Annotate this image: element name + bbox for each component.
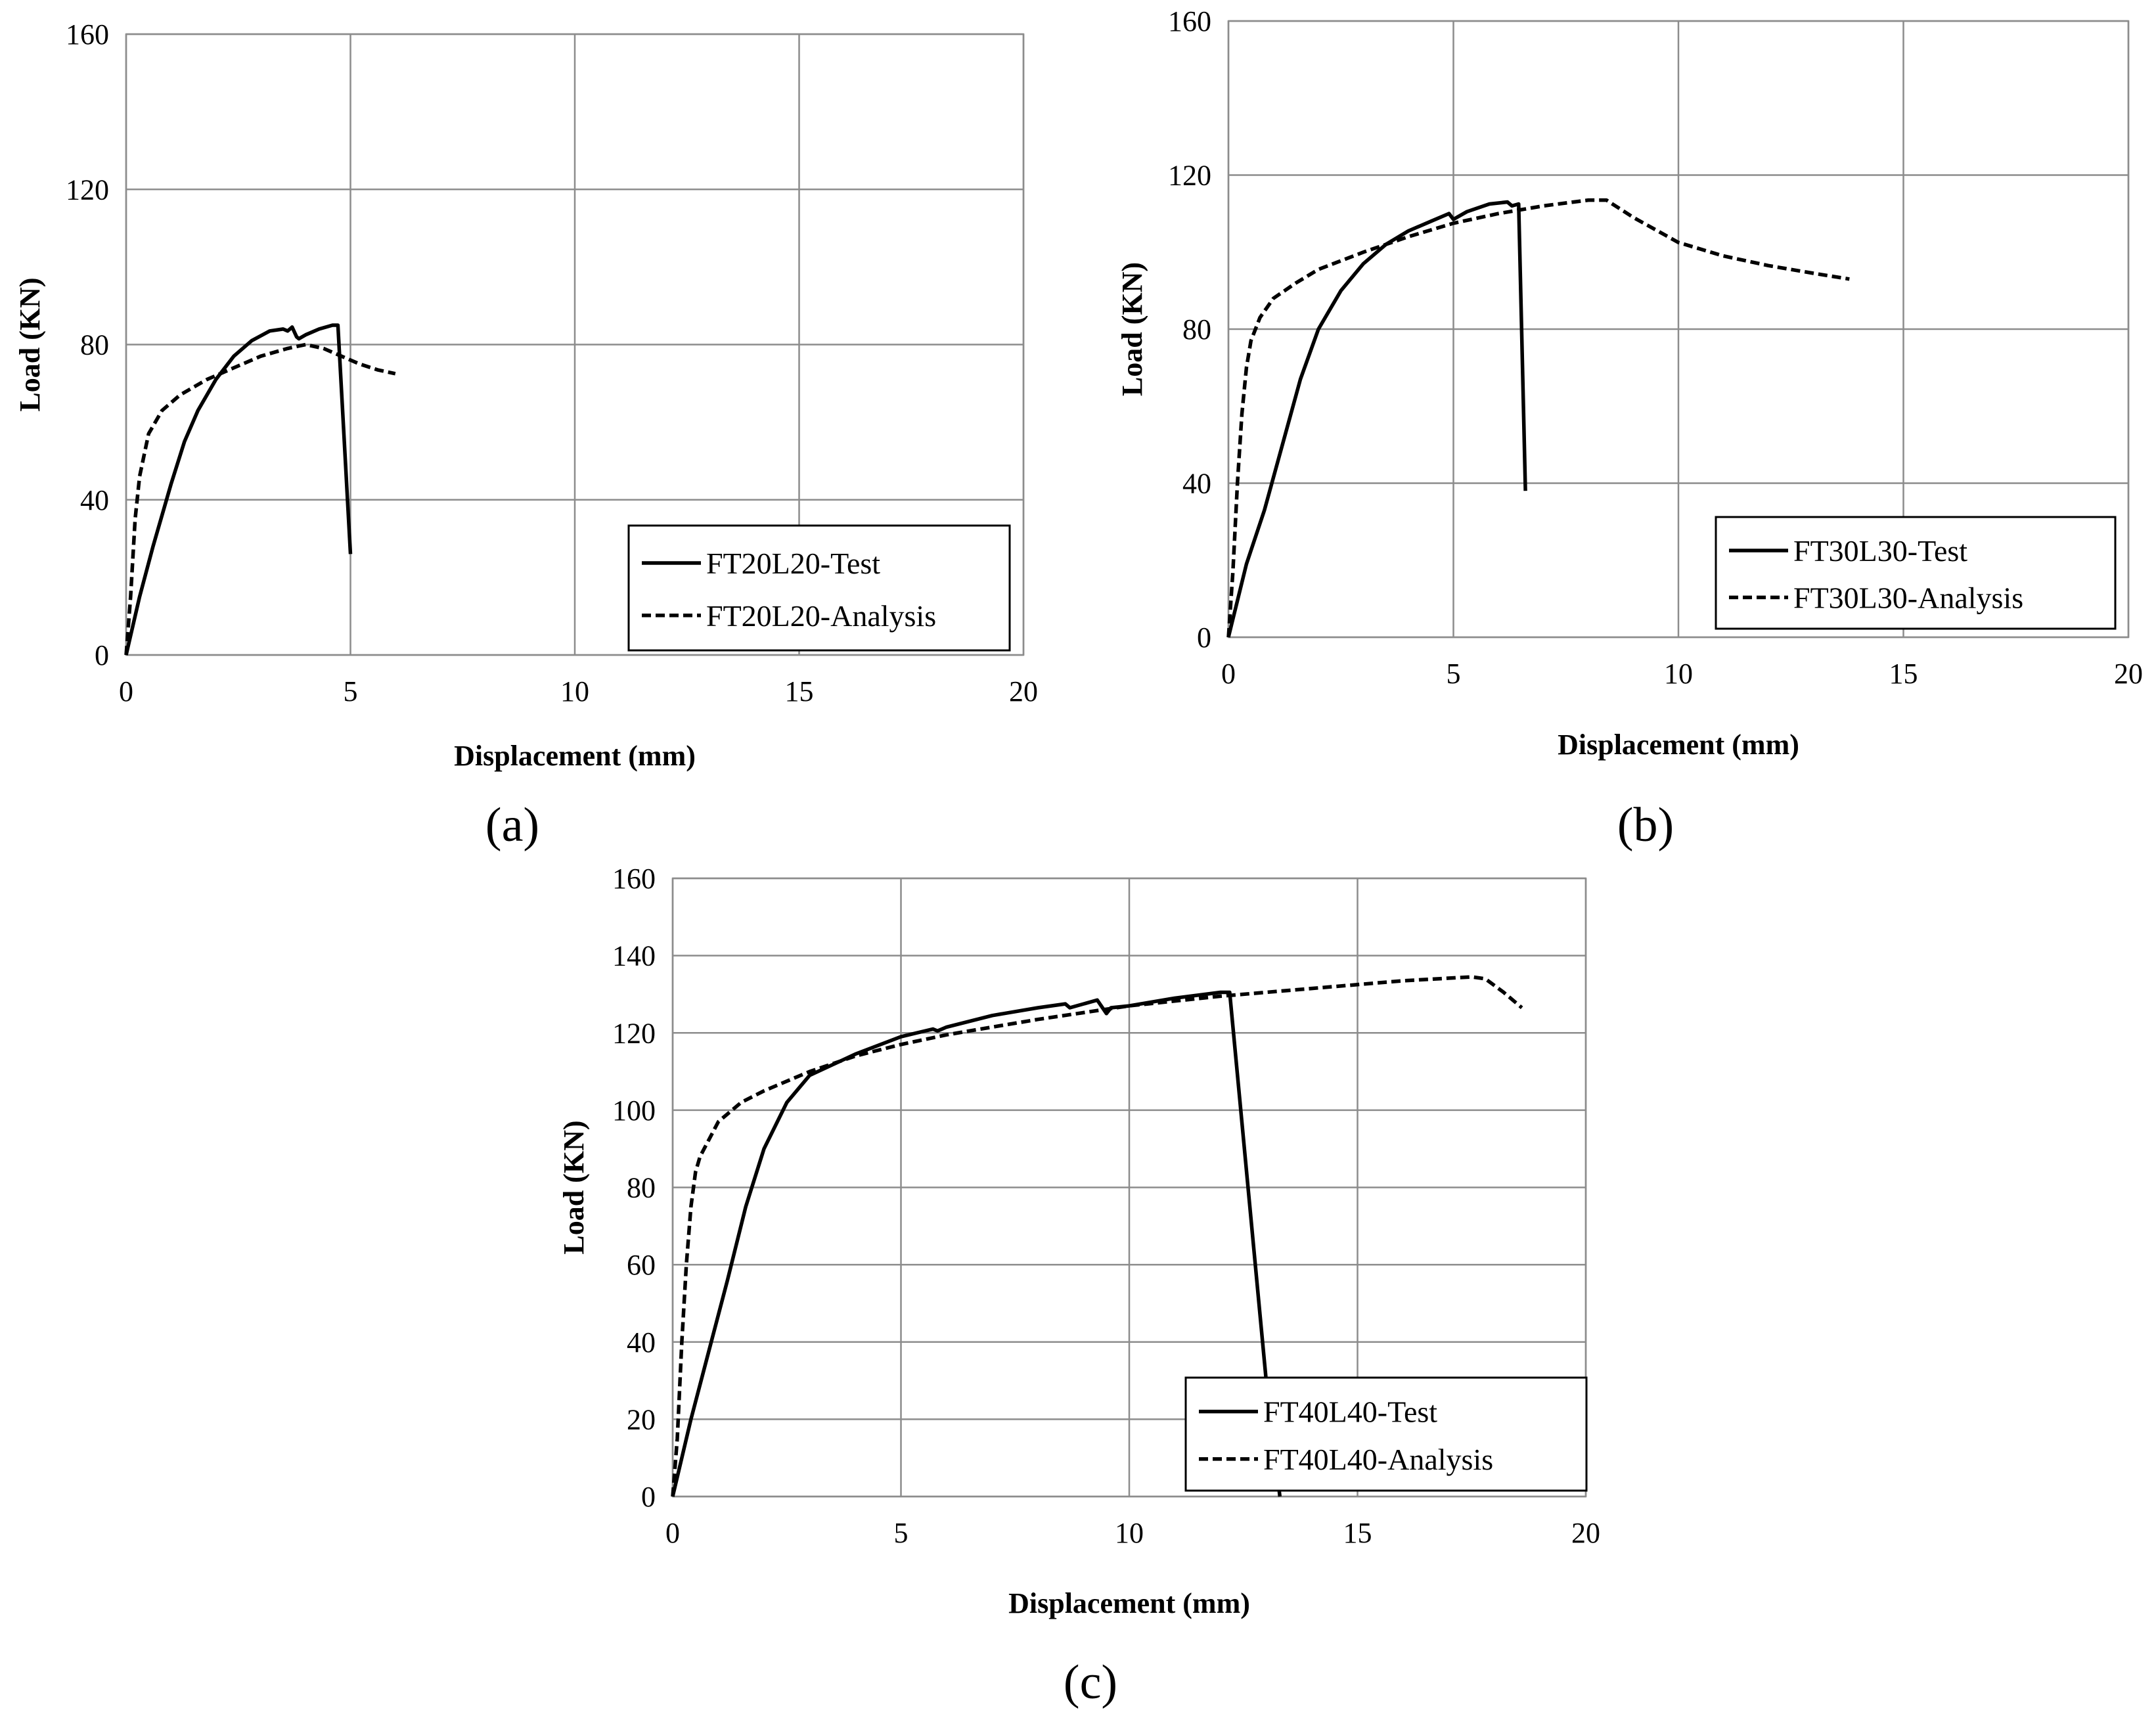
y-tick-label: 0 <box>641 1481 656 1513</box>
y-tick-label: 120 <box>66 173 109 206</box>
y-tick-label: 120 <box>612 1017 656 1049</box>
x-tick-label: 15 <box>1343 1517 1372 1549</box>
y-axis-title: Load (KN) <box>1116 262 1148 396</box>
x-tick-label: 5 <box>344 675 358 708</box>
y-tick-label: 160 <box>612 863 656 895</box>
legend-box <box>1184 1376 1588 1492</box>
x-tick-label: 20 <box>1571 1517 1600 1549</box>
panel-label: (c) <box>1064 1656 1117 1709</box>
legend-label: FT40L40-Test <box>1263 1395 1437 1429</box>
plot-area-frame <box>1227 20 2130 639</box>
legend-label: FT20L20-Analysis <box>706 599 936 633</box>
plot-area-frame <box>125 33 1025 656</box>
x-tick-label: 0 <box>665 1517 680 1549</box>
x-axis-title: Displacement (mm) <box>454 740 696 772</box>
legend-label: FT20L20-Test <box>706 547 880 580</box>
plot-area-frame <box>671 877 1587 1498</box>
legend: FT40L40-Test FT40L40-Analysis <box>1184 1376 1588 1492</box>
y-tick-label: 100 <box>612 1094 656 1127</box>
x-tick-label: 5 <box>894 1517 909 1549</box>
y-tick-label: 60 <box>627 1249 656 1281</box>
y-axis-title: Load (KN) <box>558 1120 590 1254</box>
y-tick-label: 80 <box>80 329 109 361</box>
x-tick-label: 5 <box>1447 658 1461 690</box>
chart-panel-c: 0 20 40 60 80 100 120 140 160 0 5 10 15 20 FT40L40-Tes… <box>558 863 1600 1709</box>
y-tick-label: 80 <box>1182 313 1211 346</box>
y-tick-label: 140 <box>612 940 656 972</box>
x-tick-label: 0 <box>119 675 133 708</box>
y-axis-title: Load (KN) <box>14 277 46 411</box>
legend-box <box>1715 516 2117 630</box>
y-tick-label: 0 <box>1197 621 1211 654</box>
legend: FT30L30-Test FT30L30-Analysis <box>1715 516 2117 630</box>
legend-box <box>627 524 1011 652</box>
y-tick-label: 40 <box>1182 468 1211 500</box>
x-tick-label: 10 <box>1115 1517 1144 1549</box>
legend-label: FT30L30-Analysis <box>1793 581 2023 614</box>
y-tick-label: 80 <box>627 1172 656 1204</box>
legend-label: FT40L40-Analysis <box>1263 1443 1493 1476</box>
series-line-test <box>1226 200 1527 638</box>
y-tick-label: 40 <box>627 1326 656 1359</box>
series-line-analysis <box>1226 198 1850 638</box>
y-tick-label: 120 <box>1168 160 1211 192</box>
y-tick-label: 160 <box>1168 5 1211 37</box>
panel-label: (a) <box>485 798 539 852</box>
y-tick-label: 20 <box>627 1403 656 1435</box>
y-tick-label: 0 <box>95 639 109 671</box>
x-tick-label: 0 <box>1221 658 1236 690</box>
legend: FT20L20-Test FT20L20-Analysis <box>627 524 1011 652</box>
chart-panel-a: 0 40 80 120 160 0 5 10 15 20 FT20L20-Test FT20L20-A… <box>14 18 1038 852</box>
legend-label: FT30L30-Test <box>1793 534 1967 568</box>
series-line-analysis <box>124 342 396 656</box>
y-tick-label: 160 <box>66 18 109 51</box>
panel-label: (b) <box>1617 798 1674 852</box>
x-axis-title: Displacement (mm) <box>1558 729 1799 761</box>
x-tick-label: 10 <box>1664 658 1693 690</box>
x-tick-label: 10 <box>560 675 589 708</box>
x-axis-title: Displacement (mm) <box>1008 1587 1250 1619</box>
series-line-analysis <box>671 975 1523 1497</box>
x-tick-label: 15 <box>1889 658 1918 690</box>
series-line-test <box>124 323 353 656</box>
chart-panel-b: 0 40 80 120 160 0 5 10 15 20 FT30L30-Test FT30L30-A… <box>1116 5 2143 852</box>
series-line-test <box>671 990 1282 1497</box>
x-tick-label: 20 <box>1009 675 1038 708</box>
y-tick-label: 40 <box>80 484 109 516</box>
x-tick-label: 15 <box>785 675 814 708</box>
x-tick-label: 20 <box>2114 658 2143 690</box>
